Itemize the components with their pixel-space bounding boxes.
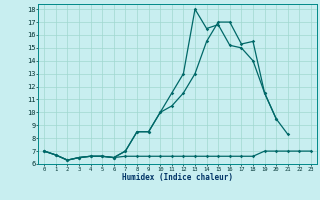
X-axis label: Humidex (Indice chaleur): Humidex (Indice chaleur) — [122, 173, 233, 182]
